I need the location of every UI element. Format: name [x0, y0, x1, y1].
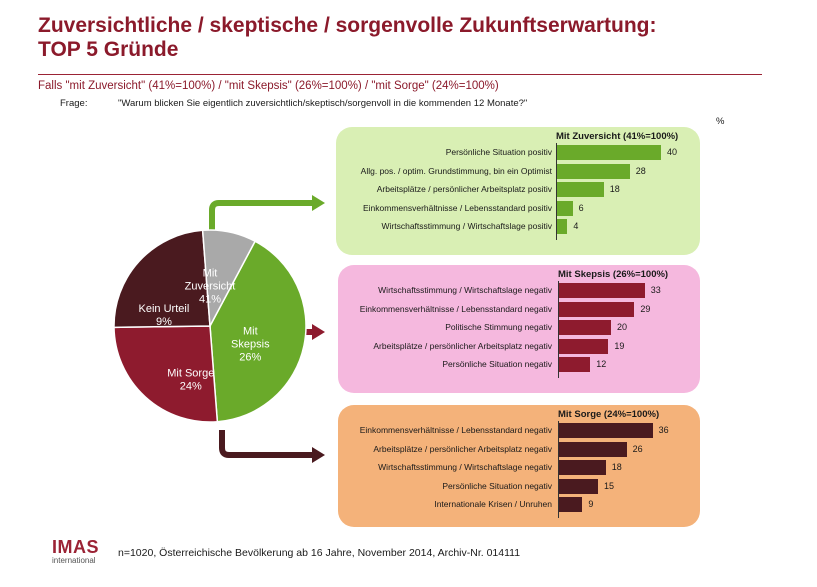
- basis-note: Falls "mit Zuversicht" (41%=100%) / "mit…: [38, 80, 499, 92]
- bar-axis-3: [558, 421, 559, 518]
- panel-title-2: Mit Skepsis (26%=100%): [558, 269, 669, 280]
- bar-label-3-3: Wirtschaftsstimmung / Wirtschaftslage ne…: [378, 462, 552, 472]
- unit-label: %: [716, 116, 725, 127]
- bar-label-2-5: Persönliche Situation negativ: [442, 359, 552, 369]
- chart-title: Zuversichtliche / skeptische / sorgenvol…: [38, 14, 778, 62]
- imas-logo: IMAS international: [52, 538, 114, 565]
- chart-title-line1: Zuversichtliche / skeptische / sorgenvol…: [38, 14, 657, 37]
- pie-label-2-line1: Mit: [243, 325, 258, 337]
- pie-label-1-line2: Zuversicht: [185, 281, 236, 293]
- arrow-zuversicht: [209, 200, 314, 248]
- pie-label-1-line1: Mit: [203, 268, 218, 280]
- pie-label-3-line1: Mit Sorge: [167, 367, 214, 379]
- bar-value-3-2: 26: [632, 443, 643, 454]
- bar-label-1-5: Wirtschaftsstimmung / Wirtschaftslage po…: [381, 221, 552, 231]
- pie-label-3-line2: 24%: [180, 380, 202, 392]
- title-divider: [38, 74, 762, 75]
- arrow-sorge: [219, 430, 314, 458]
- chart-title-line2: TOP 5 Gründe: [38, 38, 179, 61]
- bar-label-1-4: Einkommensverhältnisse / Lebensstandard …: [363, 202, 552, 213]
- bar-1-4: [557, 200, 573, 216]
- bar-axis-2: [558, 281, 559, 378]
- bar-value-1-1: 40: [667, 147, 678, 157]
- bar-3-5: [559, 497, 583, 512]
- logo-wordmark: IMAS: [52, 537, 99, 557]
- pie-slice-3: [113, 229, 211, 329]
- pie-label-4-line2: 9%: [156, 316, 172, 328]
- bar-value-2-5: 12: [596, 359, 607, 369]
- arrow-skepsis-head: [312, 324, 325, 340]
- pie-slice-2: [113, 325, 219, 423]
- question-label: Frage:: [60, 98, 88, 109]
- bar-label-2-2: Einkommensverhältnisse / Lebensstandard …: [359, 303, 552, 314]
- bar-label-2-1: Wirtschaftsstimmung / Wirtschaftslage ne…: [378, 285, 552, 295]
- pie-label-1-line3: 41%: [199, 294, 221, 306]
- sample-note: n=1020, Österreichische Bevölkerung ab 1…: [118, 547, 521, 559]
- bar-value-2-2: 29: [640, 303, 651, 314]
- pie-slice-4: [201, 229, 257, 329]
- bar-value-2-3: 20: [617, 322, 628, 332]
- bar-2-5: [559, 357, 591, 372]
- bar-value-1-2: 28: [635, 165, 646, 176]
- pie-label-2-line3: 26%: [239, 351, 261, 363]
- bar-value-3-5: 9: [588, 499, 594, 509]
- bar-1-2: [557, 163, 630, 179]
- panel-sorge: Mit Sorge (24%=100%) Einkommensverhältnis…: [338, 405, 700, 527]
- bar-axis-1: [556, 143, 557, 240]
- bar-2-2: [559, 301, 635, 317]
- bar-value-1-3: 18: [609, 184, 620, 194]
- bar-3-2: [559, 441, 627, 457]
- bar-2-3: [559, 320, 611, 335]
- bar-label-1-1: Persönliche Situation positiv: [445, 147, 552, 157]
- arrow-zuversicht-head: [312, 195, 325, 211]
- bar-value-3-3: 18: [611, 462, 622, 472]
- logo-subtitle: international: [52, 556, 96, 565]
- panel-zuversicht: Mit Zuversicht (41%=100%) Persönliche Sit…: [336, 127, 700, 255]
- bar-label-2-3: Politische Stimmung negativ: [445, 322, 552, 332]
- panel-title-3: Mit Sorge (24%=100%): [558, 409, 660, 420]
- bar-value-3-1: 36: [658, 425, 669, 435]
- question-text: "Warum blicken Sie eigentlich zuversicht…: [118, 98, 528, 109]
- bar-label-3-4: Persönliche Situation negativ: [442, 480, 552, 491]
- arrow-sorge-head: [312, 447, 325, 463]
- bar-2-1: [559, 283, 645, 298]
- pie-label-2-line2: Skepsis: [231, 338, 270, 350]
- bar-3-4: [559, 478, 598, 494]
- panel-title-1: Mit Zuversicht (41%=100%): [556, 131, 679, 142]
- bar-value-1-4: 6: [578, 202, 584, 213]
- bar-value-2-1: 33: [650, 285, 661, 295]
- bar-3-3: [559, 460, 606, 475]
- bar-label-1-3: Arbeitsplätze / persönlicher Arbeitsplat…: [376, 184, 552, 194]
- panel-skepsis: Mit Skepsis (26%=100%) Wirtschaftsstimmun…: [338, 265, 700, 393]
- bar-label-3-1: Einkommensverhältnisse / Lebensstandard …: [359, 425, 552, 435]
- bar-label-2-4: Arbeitsplätze / persönlicher Arbeitsplat…: [373, 340, 552, 351]
- pie-label-4-line1: Kein Urteil: [139, 303, 190, 315]
- bar-value-3-4: 15: [604, 480, 615, 491]
- pie-slice-1: [209, 240, 307, 423]
- bar-2-4: [559, 338, 609, 354]
- bar-1-1: [557, 145, 661, 160]
- bar-label-1-2: Allg. pos. / optim. Grundstimmung, bin e…: [360, 165, 552, 176]
- bar-label-3-2: Arbeitsplätze / persönlicher Arbeitsplat…: [373, 443, 552, 454]
- bar-value-2-4: 19: [614, 340, 625, 351]
- bar-1-5: [557, 219, 568, 234]
- bar-value-1-5: 4: [573, 221, 579, 231]
- bar-label-3-5: Internationale Krisen / Unruhen: [434, 499, 552, 509]
- bar-3-1: [559, 423, 653, 438]
- bar-1-3: [557, 182, 604, 197]
